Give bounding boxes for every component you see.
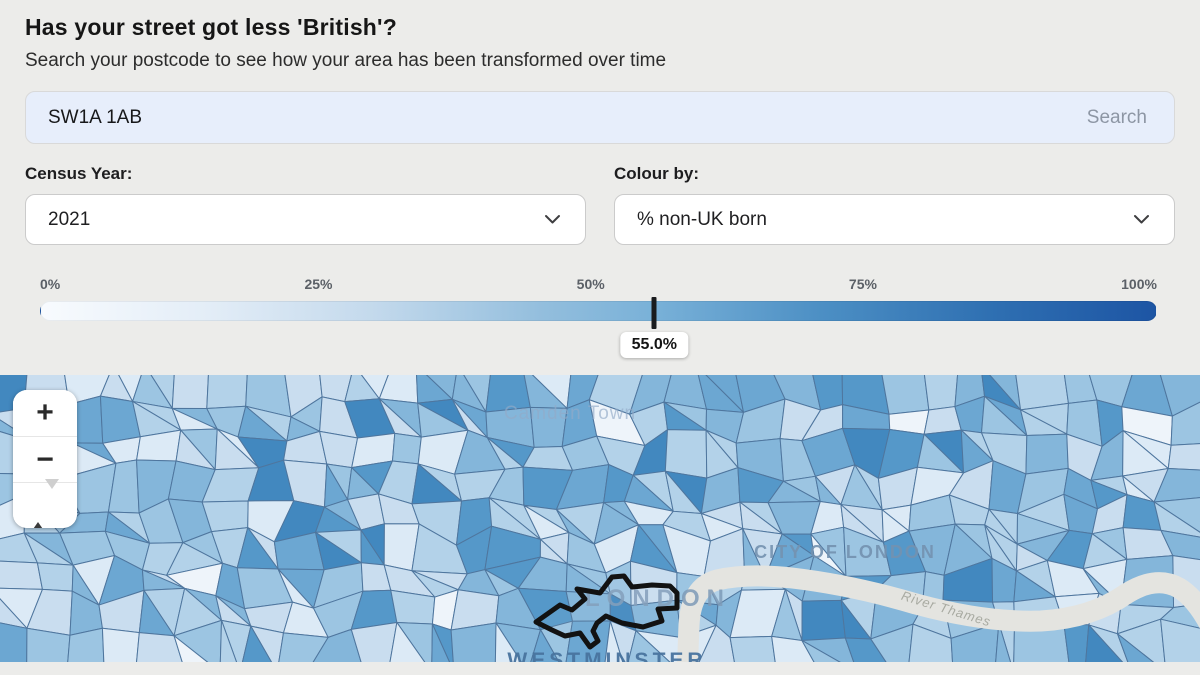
census-area-polygon bbox=[1025, 433, 1069, 475]
census-area-polygon bbox=[664, 429, 708, 479]
legend-tick: 25% bbox=[304, 276, 333, 292]
map-label-london: LONDON bbox=[585, 585, 731, 612]
census-area-polygon bbox=[171, 375, 209, 409]
census-area-polygon bbox=[1085, 624, 1124, 662]
map-zoom-controls: + − bbox=[13, 390, 77, 528]
census-area-polygon bbox=[36, 562, 74, 592]
census-year-label: Census Year: bbox=[25, 164, 133, 183]
colour-by-group: Colour by: % non-UK born bbox=[614, 164, 1175, 245]
map-label-westminster: WESTMINSTER bbox=[507, 649, 706, 662]
chevron-down-icon bbox=[544, 214, 561, 225]
legend-tick: 75% bbox=[848, 276, 877, 292]
census-area-polygon bbox=[1159, 375, 1200, 417]
census-area-polygon bbox=[1116, 633, 1155, 662]
census-area-polygon bbox=[801, 599, 846, 641]
census-area-polygon bbox=[1160, 618, 1200, 662]
census-area-polygon bbox=[173, 635, 209, 662]
plus-icon: + bbox=[36, 396, 54, 429]
census-year-select[interactable]: 2021 bbox=[25, 194, 586, 245]
census-area-polygon bbox=[431, 623, 451, 662]
census-area-polygon bbox=[1160, 529, 1200, 561]
chevron-down-icon bbox=[1133, 214, 1150, 225]
page-title: Has your street got less 'British'? bbox=[25, 14, 397, 40]
census-area-polygon bbox=[278, 632, 329, 662]
census-area-polygon bbox=[26, 627, 71, 662]
pitch-up-icon bbox=[31, 488, 45, 528]
census-area-polygon bbox=[1063, 623, 1090, 662]
census-area-polygon bbox=[101, 627, 140, 662]
highlighted-area-outline bbox=[533, 573, 680, 650]
census-area-polygon bbox=[908, 623, 954, 662]
census-area-polygon bbox=[67, 627, 105, 662]
widget-panel: Has your street got less 'British'? Sear… bbox=[0, 0, 1200, 358]
pitch-reset-button[interactable] bbox=[13, 478, 77, 528]
census-area-polygon bbox=[350, 621, 398, 662]
zoom-in-button[interactable]: + bbox=[13, 390, 77, 436]
colour-by-value: % non-UK born bbox=[637, 208, 767, 230]
colour-scale-legend: 0% 25% 50% 75% 100% 55.0% bbox=[40, 276, 1157, 358]
census-area-polygon bbox=[494, 622, 522, 662]
legend-value-marker bbox=[651, 297, 657, 329]
minus-icon: − bbox=[36, 442, 54, 476]
census-year-value: 2021 bbox=[48, 208, 91, 230]
census-area-polygon bbox=[312, 628, 362, 662]
colour-by-select[interactable]: % non-UK born bbox=[614, 194, 1175, 245]
census-area-polygon bbox=[450, 622, 497, 662]
legend-gradient-bar bbox=[40, 301, 1157, 321]
river-thames-path bbox=[677, 565, 1200, 662]
search-button[interactable]: Search bbox=[1086, 106, 1147, 128]
census-area-polygon bbox=[1170, 401, 1200, 446]
pitch-down-icon bbox=[45, 478, 59, 522]
census-year-group: Census Year: 2021 bbox=[25, 164, 586, 245]
legend-value-badge: 55.0% bbox=[620, 332, 689, 358]
census-area-polygon bbox=[389, 621, 426, 662]
census-area-polygon bbox=[206, 375, 248, 409]
map-label-camden-town: Camden Town bbox=[504, 403, 636, 424]
zoom-out-button[interactable]: − bbox=[13, 436, 77, 482]
page-subtitle: Search your postcode to see how your are… bbox=[25, 50, 667, 71]
map-label-city-of-london: CITY OF LONDON bbox=[754, 542, 936, 562]
legend-tick: 50% bbox=[576, 276, 605, 292]
filter-controls: Census Year: 2021 Colour by: % non-UK bo… bbox=[25, 164, 1175, 245]
legend-bar-wrap: 55.0% bbox=[40, 297, 1157, 358]
census-area-polygon bbox=[219, 619, 238, 662]
census-area-polygon bbox=[627, 630, 671, 662]
legend-tick-row: 0% 25% 50% 75% 100% bbox=[40, 276, 1157, 292]
legend-tick: 100% bbox=[1121, 276, 1157, 292]
census-area-polygon bbox=[0, 560, 43, 590]
census-area-polygon bbox=[801, 639, 841, 662]
census-area-polygon bbox=[1167, 443, 1200, 471]
census-area-polygon bbox=[1153, 467, 1200, 503]
census-area-polygon bbox=[923, 375, 959, 411]
census-area-polygon bbox=[530, 629, 560, 662]
census-area-polygon bbox=[844, 637, 887, 662]
census-area-polygon bbox=[995, 622, 1012, 662]
postcode-search-box: Search bbox=[25, 91, 1175, 144]
census-area-polygon bbox=[136, 632, 183, 662]
postcode-input[interactable] bbox=[48, 106, 1087, 129]
census-area-polygon bbox=[241, 625, 273, 662]
census-area-polygon bbox=[881, 375, 930, 415]
census-area-polygon bbox=[604, 620, 624, 662]
colour-by-label: Colour by: bbox=[614, 164, 699, 183]
legend-tick: 0% bbox=[40, 276, 61, 292]
census-area-polygon bbox=[698, 624, 735, 662]
census-area-polygon bbox=[870, 623, 914, 662]
census-area-polygon bbox=[391, 432, 422, 465]
census-area-polygon bbox=[771, 635, 815, 662]
census-area-polygon bbox=[729, 635, 776, 662]
census-area-polygon bbox=[0, 622, 28, 662]
